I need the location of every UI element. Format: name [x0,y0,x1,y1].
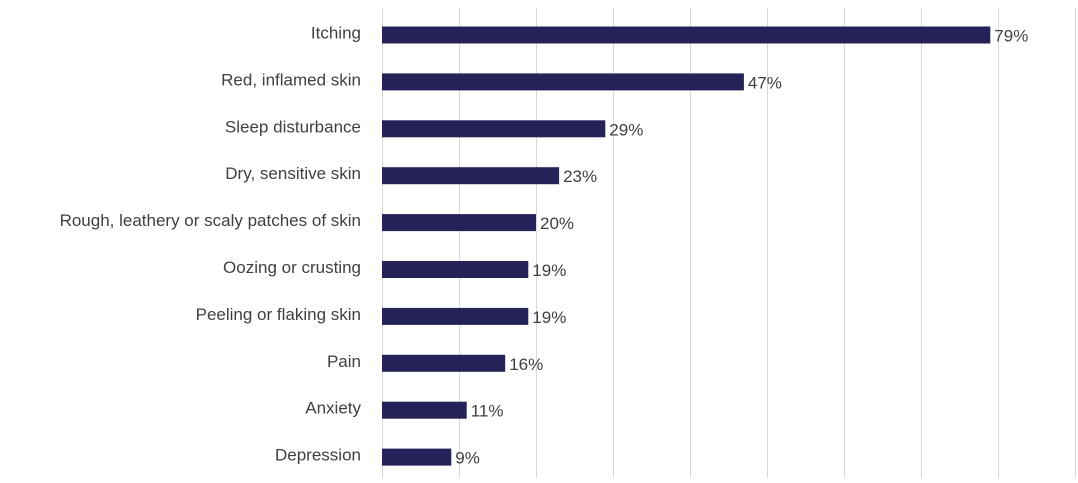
bar [382,120,606,138]
data-label: 19% [532,308,566,327]
data-label: 47% [748,73,782,92]
bar [382,354,506,372]
data-labels: 79% 47% 29% 23% 20% 19% 19% 16% 11% 9% [455,27,1028,468]
category-label: Peeling or flaking skin [196,305,361,324]
category-label: Sleep disturbance [225,117,361,136]
category-label: Rough, leathery or scaly patches of skin [60,211,361,230]
data-label: 9% [455,449,480,468]
category-label: Anxiety [305,399,361,418]
data-label: 20% [540,214,574,233]
bar [382,73,744,91]
data-label: 16% [509,355,543,374]
category-label: Pain [327,352,361,371]
bar [382,167,560,185]
data-label: 19% [532,261,566,280]
bar [382,448,452,466]
data-label: 29% [609,120,643,139]
data-label: 79% [994,27,1028,46]
category-label: Itching [311,24,361,43]
bar [382,307,529,325]
category-label: Red, inflamed skin [221,70,361,89]
category-label: Dry, sensitive skin [225,164,361,183]
data-label: 23% [563,167,597,186]
bar [382,26,991,44]
data-label: 11% [471,402,504,421]
category-labels: Itching Red, inflamed skin Sleep disturban… [60,24,362,465]
category-label: Oozing or crusting [223,258,361,277]
bar [382,261,529,278]
category-label: Depression [275,446,361,465]
bar [382,214,536,232]
bars [382,26,991,466]
bar [382,401,467,419]
